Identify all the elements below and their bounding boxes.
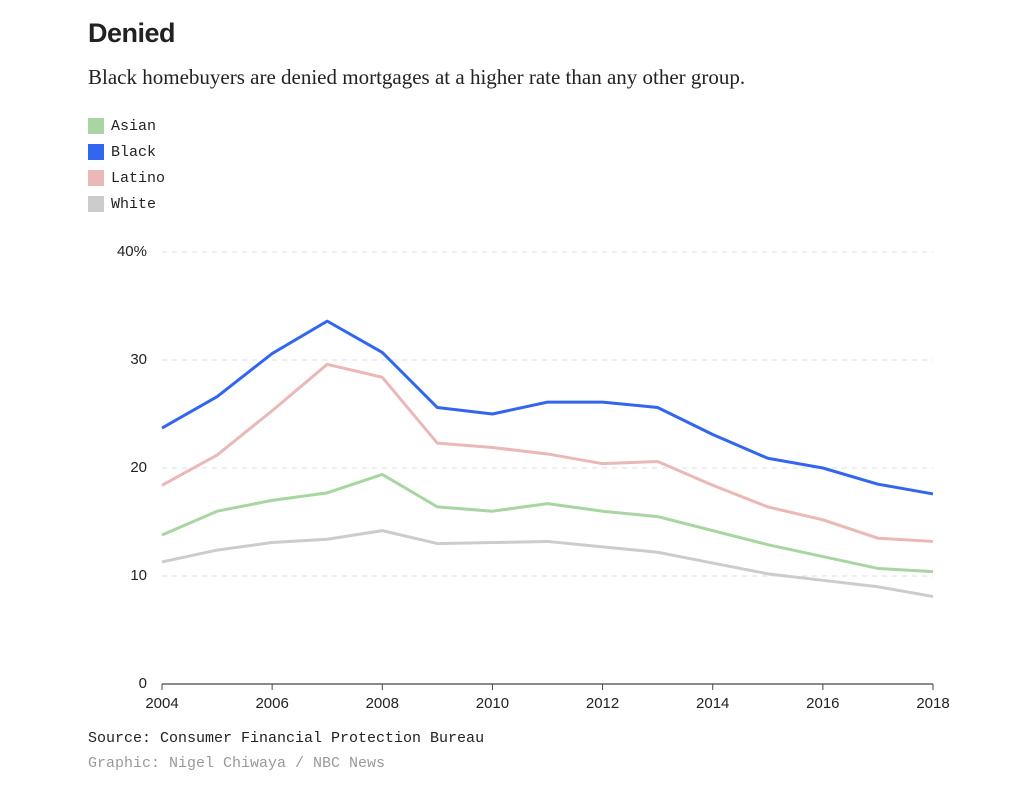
x-tick-label: 2018 xyxy=(916,695,949,712)
x-tick-label: 2014 xyxy=(696,695,729,712)
legend-swatch xyxy=(88,196,104,212)
series-line xyxy=(161,529,934,598)
chart-subtitle: Black homebuyers are denied mortgages at… xyxy=(88,65,745,89)
series-line xyxy=(161,472,934,574)
legend-label: White xyxy=(111,196,156,213)
y-tick-label: 40% xyxy=(117,243,147,260)
legend-swatch xyxy=(88,144,104,160)
legend-label: Black xyxy=(111,144,156,161)
legend-label: Latino xyxy=(111,170,165,187)
source: Source: Consumer Financial Protection Bu… xyxy=(88,730,484,747)
y-tick-label: 20 xyxy=(130,459,147,476)
series-line xyxy=(161,319,934,496)
credit: Graphic: Nigel Chiwaya / NBC News xyxy=(88,755,385,772)
x-tick-label: 2006 xyxy=(255,695,288,712)
chart-title: Denied xyxy=(88,18,175,48)
x-tick-label: 2016 xyxy=(806,695,839,712)
x-tick-label: 2008 xyxy=(366,695,399,712)
x-tick-label: 2012 xyxy=(586,695,619,712)
y-tick-label: 30 xyxy=(130,351,147,368)
legend-swatch xyxy=(88,118,104,134)
y-tick-label: 10 xyxy=(130,567,147,584)
series-line xyxy=(161,362,934,543)
legend-label: Asian xyxy=(111,118,156,135)
y-tick-label: 0 xyxy=(139,675,147,692)
x-tick-label: 2010 xyxy=(476,695,509,712)
legend-swatch xyxy=(88,170,104,186)
x-tick-label: 2004 xyxy=(145,695,178,712)
